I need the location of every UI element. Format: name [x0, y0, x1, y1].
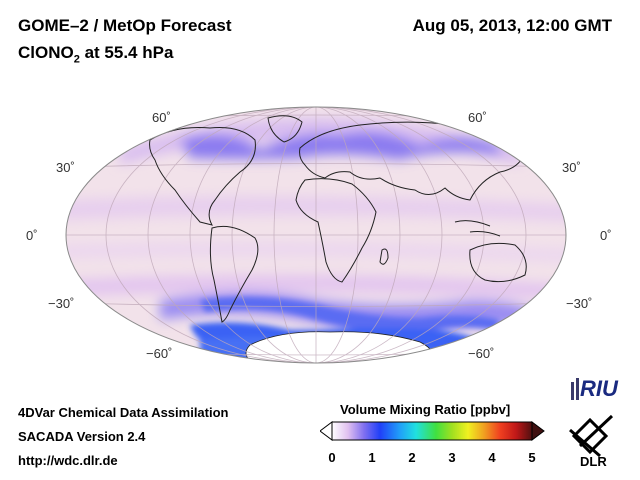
- lat-label-60n-right: 60˚: [468, 110, 487, 125]
- north-america-outline: [149, 127, 256, 226]
- south-america-outline: [209, 225, 259, 323]
- colorbar-tick-4: 4: [488, 450, 496, 465]
- dlr-logo-text: DLR: [580, 454, 607, 469]
- dlr-logo: DLR: [569, 414, 614, 469]
- map-title: GOME–2 / MetOp Forecast: [18, 16, 232, 35]
- australia-outline: [469, 242, 527, 283]
- indonesia-outline: [454, 220, 501, 237]
- lat-label-30s-left: −30˚: [48, 296, 75, 311]
- map-subtitle: ClONO2 at 55.4 hPa: [18, 43, 173, 65]
- dlr-logo-emblem: [569, 414, 614, 458]
- africa-outline: [295, 178, 377, 283]
- lat-label-eq-right: 0˚: [600, 228, 612, 243]
- lat-label-30n-left: 30˚: [56, 160, 75, 175]
- lat-label-60s-left: −60˚: [146, 346, 173, 361]
- subtitle-subscript: 2: [73, 53, 80, 66]
- colorbar-tick-2: 2: [408, 450, 416, 465]
- colorbar-tick-3: 3: [448, 450, 456, 465]
- forecast-datetime: Aug 05, 2013, 12:00 GMT: [412, 16, 612, 35]
- lat-label-60n-left: 60˚: [152, 110, 171, 125]
- footer-version: SACADA Version 2.4: [18, 429, 146, 444]
- lat-label-30s-right: −30˚: [566, 296, 593, 311]
- colorbar: [320, 421, 545, 441]
- map-border: [65, 106, 567, 364]
- lat-label-30n-right: 30˚: [562, 160, 581, 175]
- greenland-outline: [267, 115, 303, 143]
- footer-url: http://wdc.dlr.de: [18, 453, 118, 468]
- colorbar-high-arrow: [531, 421, 545, 441]
- riu-logo-text: RIU: [580, 376, 619, 401]
- concentration-field: [66, 107, 566, 363]
- subtitle-species: ClONO: [18, 43, 74, 62]
- riu-logo: RIU: [571, 376, 619, 401]
- colorbar-tick-5: 5: [528, 450, 536, 465]
- riu-logo-bar: [571, 382, 574, 400]
- graticule: [66, 107, 566, 363]
- colorbar-tick-0: 0: [328, 450, 336, 465]
- riu-logo-bar: [576, 378, 579, 400]
- coastlines: [149, 115, 527, 323]
- lat-label-60s-right: −60˚: [468, 346, 495, 361]
- footer-assimilation: 4DVar Chemical Data Assimilation: [18, 405, 229, 420]
- madagascar-outline: [379, 248, 389, 265]
- colorbar-title: Volume Mixing Ratio [ppbv]: [340, 402, 511, 417]
- colorbar-gradient: [331, 421, 533, 441]
- colorbar-low-arrow: [320, 421, 333, 441]
- subtitle-level: at 55.4 hPa: [79, 43, 174, 62]
- lat-label-eq-left: 0˚: [26, 228, 38, 243]
- colorbar-tick-1: 1: [368, 450, 376, 465]
